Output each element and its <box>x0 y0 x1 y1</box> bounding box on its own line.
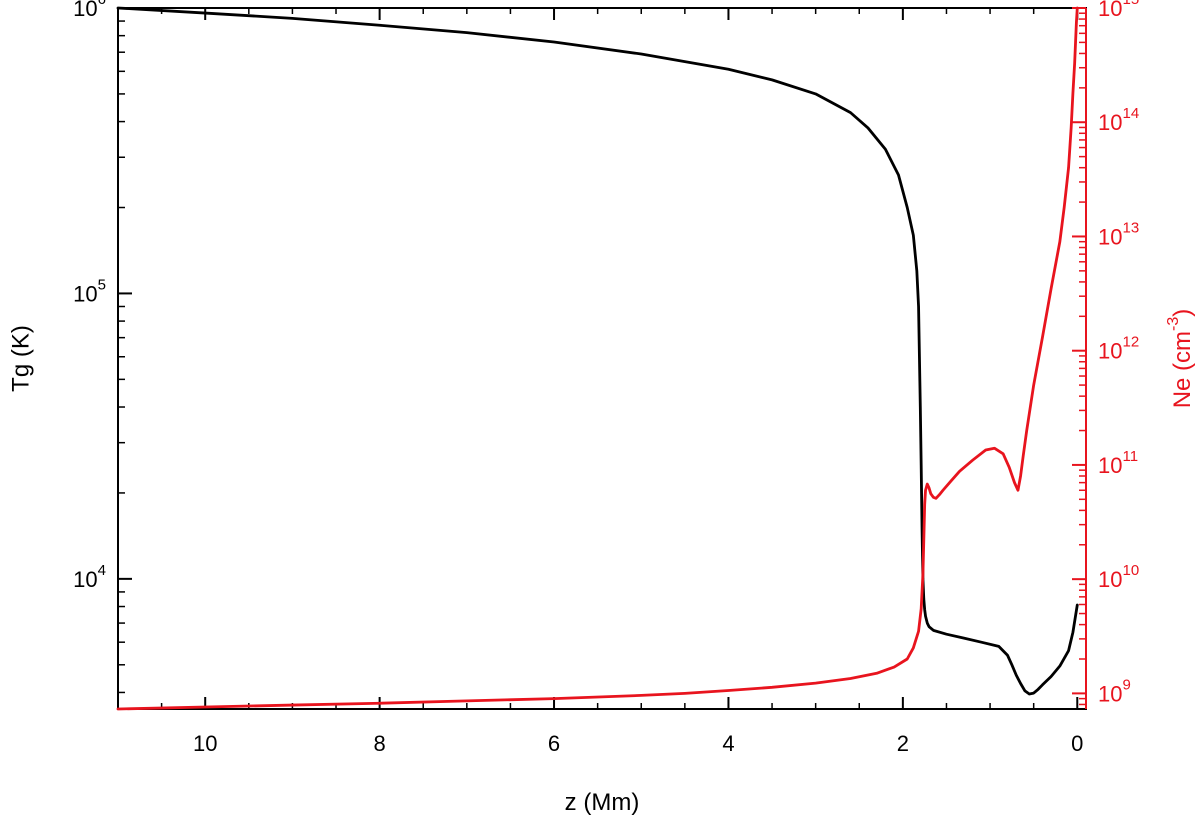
right-tick-label: 1012 <box>1098 334 1139 364</box>
right-y-axis-title-close: ) <box>1169 309 1196 317</box>
left-tick-label: 106 <box>73 0 106 21</box>
series-group <box>116 6 1079 711</box>
x-tick-label: 2 <box>897 731 909 756</box>
right-tick-label: 1015 <box>1098 0 1139 21</box>
x-tick-label: 10 <box>193 731 217 756</box>
temperature-curve <box>116 6 1079 696</box>
x-axis-title: z (Mm) <box>565 789 640 816</box>
right-tick-label: 1010 <box>1098 562 1139 592</box>
x-axis-ticks: 10 8 6 4 2 0 <box>117 8 1083 756</box>
plot-frame <box>117 7 1087 710</box>
left-tick-label: 105 <box>73 276 106 306</box>
left-y-axis-title: Tg (K) <box>7 325 34 392</box>
x-tick-label: 6 <box>548 731 560 756</box>
left-tick-label: 104 <box>73 562 106 592</box>
right-tick-label: 1013 <box>1098 219 1139 249</box>
x-tick-label: 0 <box>1071 731 1083 756</box>
right-y-axis-title-sup: -3 <box>1165 317 1182 331</box>
density-curve <box>116 6 1079 711</box>
right-y-axis-title: Ne (cm-3) <box>1165 309 1196 409</box>
right-tick-label: 109 <box>1098 676 1131 706</box>
x-tick-label: 4 <box>722 731 734 756</box>
right-tick-label: 1011 <box>1098 448 1138 478</box>
left-y-axis-ticks: 104 105 106 <box>73 0 132 694</box>
right-y-axis-title-main: Ne (cm <box>1169 331 1196 408</box>
x-tick-label: 8 <box>373 731 385 756</box>
right-tick-label: 1014 <box>1098 105 1139 135</box>
right-y-axis-ticks: 109 1010 1011 1012 1013 1014 1015 <box>1072 0 1139 706</box>
